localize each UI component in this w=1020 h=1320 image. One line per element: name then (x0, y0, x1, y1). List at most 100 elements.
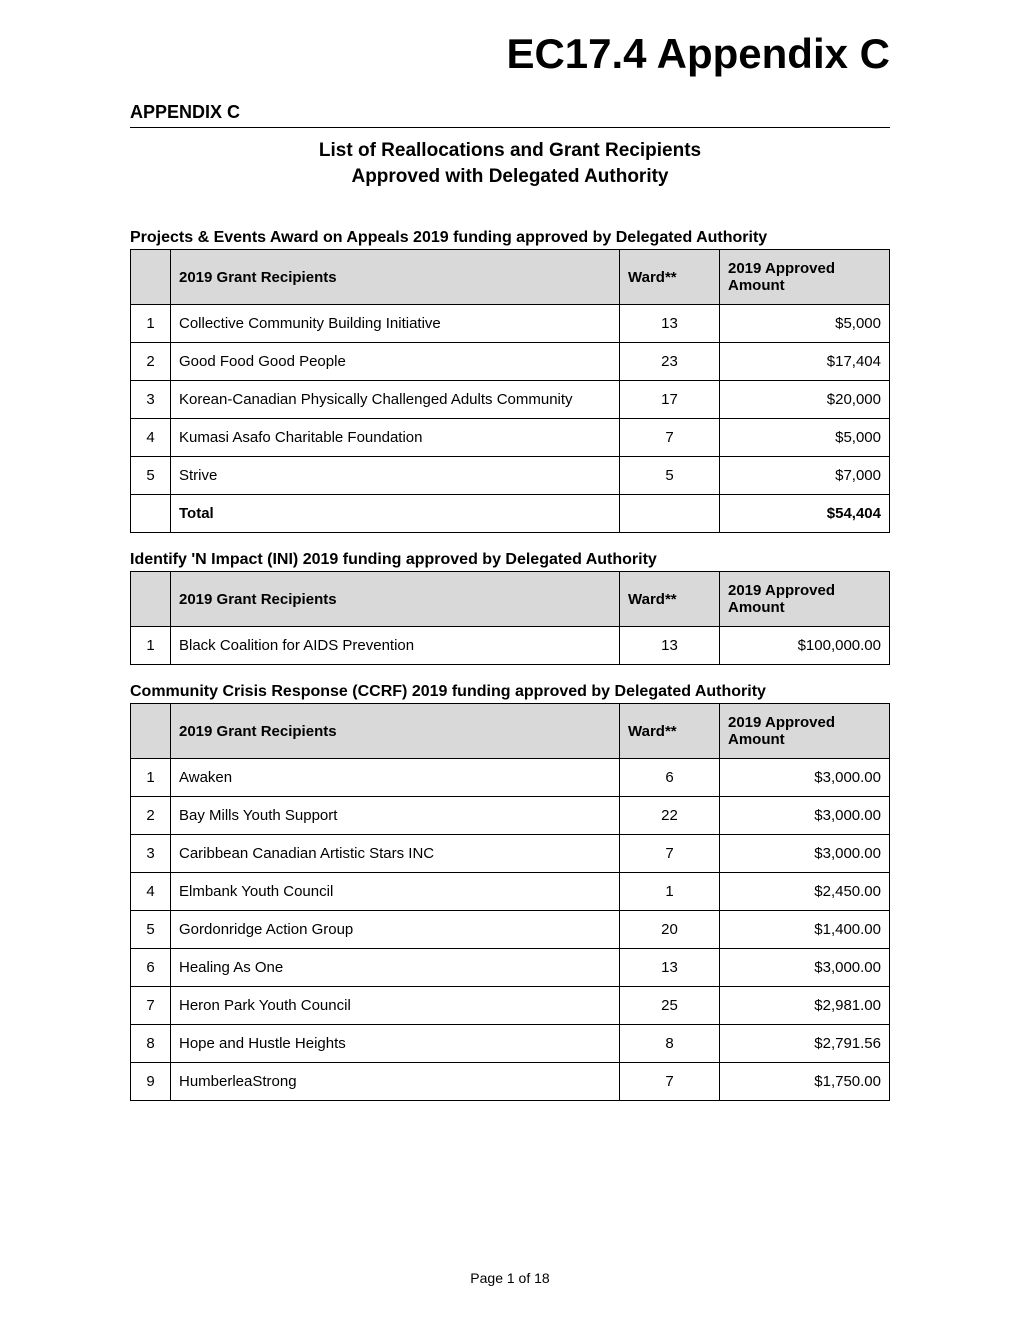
cell-amount: $1,400.00 (720, 911, 890, 949)
cell-amount: $2,791.56 (720, 1025, 890, 1063)
cell-num: 4 (131, 873, 171, 911)
cell-recipient: Elmbank Youth Council (171, 873, 620, 911)
table-row: 2 Bay Mills Youth Support 22 $3,000.00 (131, 797, 890, 835)
table-row: 5 Gordonridge Action Group 20 $1,400.00 (131, 911, 890, 949)
page: EC17.4 Appendix C APPENDIX C List of Rea… (0, 0, 1020, 1320)
cell-ward: 13 (620, 949, 720, 987)
table-total-row: Total $54,404 (131, 495, 890, 533)
page-footer: Page 1 of 18 (0, 1270, 1020, 1286)
table-header-row: 2019 Grant Recipients Ward** 2019 Approv… (131, 704, 890, 759)
col-header-amount: 2019 Approved Amount (720, 704, 890, 759)
document-header: EC17.4 Appendix C (130, 30, 890, 78)
table-row: 9 HumberleaStrong 7 $1,750.00 (131, 1063, 890, 1101)
cell-ward: 1 (620, 873, 720, 911)
cell-recipient: Kumasi Asafo Charitable Foundation (171, 419, 620, 457)
cell-recipient: Good Food Good People (171, 343, 620, 381)
table-row: 7 Heron Park Youth Council 25 $2,981.00 (131, 987, 890, 1025)
table-row: 4 Kumasi Asafo Charitable Foundation 7 $… (131, 419, 890, 457)
table-row: 3 Korean-Canadian Physically Challenged … (131, 381, 890, 419)
title-line-2: Approved with Delegated Authority (351, 166, 668, 187)
cell-recipient: Korean-Canadian Physically Challenged Ad… (171, 381, 620, 419)
cell-total-label: Total (171, 495, 620, 533)
cell-recipient: HumberleaStrong (171, 1063, 620, 1101)
cell-num: 9 (131, 1063, 171, 1101)
section-title-ccrf: Community Crisis Response (CCRF) 2019 fu… (130, 683, 890, 701)
cell-amount: $17,404 (720, 343, 890, 381)
cell-amount: $3,000.00 (720, 949, 890, 987)
cell-recipient: Caribbean Canadian Artistic Stars INC (171, 835, 620, 873)
cell-num (131, 495, 171, 533)
cell-num: 3 (131, 381, 171, 419)
col-header-ward: Ward** (620, 572, 720, 627)
cell-num: 1 (131, 305, 171, 343)
section-title-ini: Identify 'N Impact (INI) 2019 funding ap… (130, 551, 890, 569)
cell-ward: 23 (620, 343, 720, 381)
cell-num: 5 (131, 457, 171, 495)
cell-amount: $3,000.00 (720, 797, 890, 835)
cell-ward: 7 (620, 835, 720, 873)
cell-ward: 20 (620, 911, 720, 949)
cell-amount: $3,000.00 (720, 759, 890, 797)
cell-ward (620, 495, 720, 533)
col-header-recipients: 2019 Grant Recipients (171, 704, 620, 759)
title-line-1: List of Reallocations and Grant Recipien… (319, 140, 701, 161)
cell-amount: $5,000 (720, 419, 890, 457)
cell-amount: $1,750.00 (720, 1063, 890, 1101)
cell-num: 3 (131, 835, 171, 873)
table-row: 1 Awaken 6 $3,000.00 (131, 759, 890, 797)
cell-amount: $5,000 (720, 305, 890, 343)
cell-total-amount: $54,404 (720, 495, 890, 533)
cell-num: 6 (131, 949, 171, 987)
table-row: 6 Healing As One 13 $3,000.00 (131, 949, 890, 987)
col-header-num (131, 572, 171, 627)
cell-amount: $20,000 (720, 381, 890, 419)
cell-ward: 13 (620, 305, 720, 343)
cell-recipient: Collective Community Building Initiative (171, 305, 620, 343)
cell-num: 4 (131, 419, 171, 457)
cell-ward: 22 (620, 797, 720, 835)
cell-ward: 5 (620, 457, 720, 495)
cell-recipient: Gordonridge Action Group (171, 911, 620, 949)
cell-recipient: Hope and Hustle Heights (171, 1025, 620, 1063)
ini-table: 2019 Grant Recipients Ward** 2019 Approv… (130, 571, 890, 665)
cell-recipient: Black Coalition for AIDS Prevention (171, 627, 620, 665)
cell-num: 1 (131, 759, 171, 797)
col-header-ward: Ward** (620, 250, 720, 305)
cell-num: 7 (131, 987, 171, 1025)
cell-ward: 7 (620, 1063, 720, 1101)
section-title-projects-events: Projects & Events Award on Appeals 2019 … (130, 229, 890, 247)
cell-recipient: Awaken (171, 759, 620, 797)
table-row: 1 Collective Community Building Initiati… (131, 305, 890, 343)
col-header-amount: 2019 Approved Amount (720, 572, 890, 627)
col-header-ward: Ward** (620, 704, 720, 759)
table-row: 2 Good Food Good People 23 $17,404 (131, 343, 890, 381)
cell-num: 5 (131, 911, 171, 949)
table-row: 1 Black Coalition for AIDS Prevention 13… (131, 627, 890, 665)
cell-ward: 13 (620, 627, 720, 665)
col-header-num (131, 250, 171, 305)
main-title: List of Reallocations and Grant Recipien… (130, 138, 890, 189)
cell-num: 1 (131, 627, 171, 665)
cell-amount: $100,000.00 (720, 627, 890, 665)
cell-recipient: Bay Mills Youth Support (171, 797, 620, 835)
cell-ward: 8 (620, 1025, 720, 1063)
ccrf-table: 2019 Grant Recipients Ward** 2019 Approv… (130, 703, 890, 1101)
col-header-num (131, 704, 171, 759)
cell-amount: $3,000.00 (720, 835, 890, 873)
cell-recipient: Heron Park Youth Council (171, 987, 620, 1025)
table-row: 5 Strive 5 $7,000 (131, 457, 890, 495)
appendix-label: APPENDIX C (130, 102, 890, 128)
col-header-recipients: 2019 Grant Recipients (171, 572, 620, 627)
cell-amount: $2,450.00 (720, 873, 890, 911)
table-row: 3 Caribbean Canadian Artistic Stars INC … (131, 835, 890, 873)
projects-events-table: 2019 Grant Recipients Ward** 2019 Approv… (130, 249, 890, 533)
cell-num: 2 (131, 343, 171, 381)
table-header-row: 2019 Grant Recipients Ward** 2019 Approv… (131, 572, 890, 627)
cell-num: 2 (131, 797, 171, 835)
cell-ward: 6 (620, 759, 720, 797)
table-header-row: 2019 Grant Recipients Ward** 2019 Approv… (131, 250, 890, 305)
table-row: 8 Hope and Hustle Heights 8 $2,791.56 (131, 1025, 890, 1063)
cell-recipient: Healing As One (171, 949, 620, 987)
cell-ward: 25 (620, 987, 720, 1025)
col-header-amount: 2019 Approved Amount (720, 250, 890, 305)
